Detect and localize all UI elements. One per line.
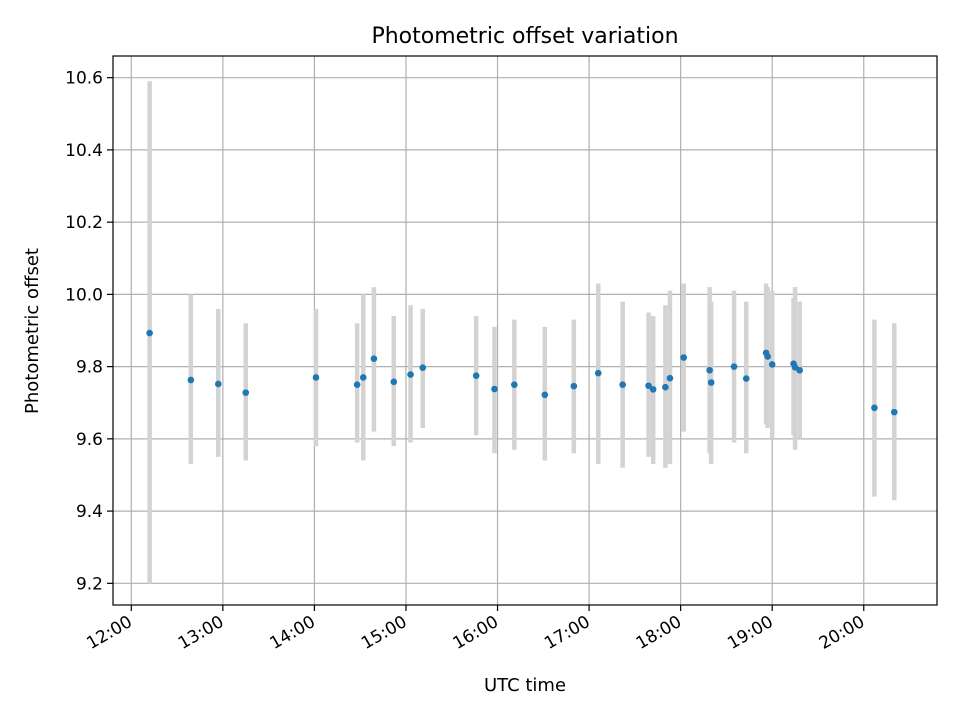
data-point — [359, 374, 367, 381]
plot-area-frame — [112, 55, 938, 606]
x-axis-label: UTC time — [484, 675, 566, 696]
y-tick-label: 9.8 — [76, 358, 103, 378]
data-point — [645, 382, 652, 390]
data-point — [353, 381, 361, 388]
y-tick-label: 10.6 — [65, 69, 103, 89]
data-point — [594, 369, 602, 377]
data-point — [570, 382, 578, 390]
y-tick-label: 9.6 — [76, 430, 103, 450]
y-axis-ticks: 9.2 9.4 9.6 9.8 10.0 10.2 10.4 10.6 — [65, 69, 113, 594]
data-point — [706, 366, 713, 374]
data-point — [491, 385, 498, 393]
y-tick-label: 9.4 — [76, 502, 103, 522]
data-point — [890, 408, 898, 416]
data-point — [619, 381, 626, 388]
data-point — [871, 404, 878, 412]
data-point — [768, 361, 776, 368]
chart-title: Photometric offset variation — [371, 24, 678, 49]
data-point — [511, 381, 518, 388]
y-tick-label: 9.2 — [76, 574, 103, 594]
y-tick-label: 10.4 — [65, 141, 103, 161]
data-point — [419, 364, 427, 372]
data-point — [407, 371, 414, 378]
data-point — [187, 376, 195, 384]
data-point — [390, 378, 398, 386]
data-point — [666, 374, 674, 382]
data-point — [742, 375, 750, 382]
data-point — [472, 372, 480, 379]
data-point — [649, 386, 657, 393]
y-axis-label: Photometric offset — [22, 248, 43, 414]
data-point — [370, 355, 378, 362]
data-point — [764, 353, 771, 360]
data-points — [146, 329, 898, 416]
data-point — [796, 366, 803, 374]
data-point — [662, 383, 669, 391]
data-point — [214, 380, 222, 388]
y-tick-label: 10.0 — [65, 285, 103, 305]
data-point — [312, 374, 320, 381]
y-tick-label: 10.2 — [65, 213, 103, 233]
data-point — [730, 363, 738, 370]
data-point — [680, 354, 687, 361]
data-point — [707, 379, 715, 386]
data-point — [242, 389, 250, 396]
data-point — [541, 391, 549, 399]
data-point — [146, 329, 153, 337]
